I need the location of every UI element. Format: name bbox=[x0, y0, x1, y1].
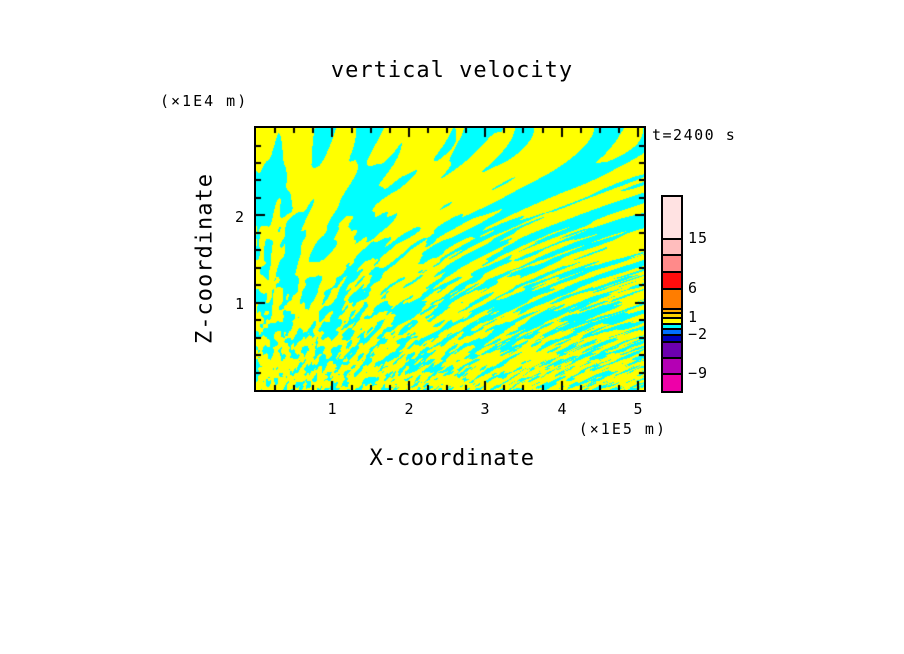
colorbar-segment bbox=[663, 312, 681, 317]
colorbar-segment bbox=[663, 328, 681, 334]
colorbar-segment bbox=[663, 254, 681, 271]
colorbar-segment bbox=[663, 334, 681, 341]
x-axis-units-label: (×1E5 m) bbox=[578, 420, 667, 438]
colorbar-segment bbox=[663, 197, 681, 238]
colorbar-segment bbox=[663, 238, 681, 254]
colorbar-label: 15 bbox=[688, 229, 709, 247]
colorbar-segment bbox=[663, 357, 681, 373]
colorbar-segment bbox=[663, 373, 681, 391]
colorbar-segment bbox=[663, 323, 681, 328]
x-tick-label-1: 1 bbox=[327, 400, 337, 418]
colorbar-label: 1 bbox=[688, 308, 699, 326]
colorbar-segment bbox=[663, 317, 681, 323]
x-tick-label-2: 2 bbox=[404, 400, 414, 418]
colorbar-segment bbox=[663, 288, 681, 308]
colorbar-segment bbox=[663, 271, 681, 288]
colorbar-segment bbox=[663, 341, 681, 357]
chart-title: vertical velocity bbox=[330, 58, 574, 83]
x-tick-label-4: 4 bbox=[557, 400, 567, 418]
x-tick-label-3: 3 bbox=[480, 400, 490, 418]
colorbar-segment bbox=[663, 308, 681, 312]
x-tick-label-5: 5 bbox=[633, 400, 643, 418]
field-canvas bbox=[256, 128, 644, 390]
colorbar-label: −9 bbox=[688, 364, 709, 382]
colorbar bbox=[661, 195, 683, 393]
z-tick-label-2: 2 bbox=[234, 208, 244, 226]
x-axis-title: X-coordinate bbox=[369, 446, 535, 471]
colorbar-label: −2 bbox=[688, 325, 709, 343]
plot-area bbox=[254, 126, 646, 392]
time-annotation: t=2400 s bbox=[652, 126, 737, 144]
z-axis-units-label: (×1E4 m) bbox=[160, 92, 249, 110]
colorbar-label: 6 bbox=[688, 279, 699, 297]
z-tick-label-1: 1 bbox=[234, 295, 244, 313]
z-axis-title: Z-coordinate bbox=[192, 173, 218, 345]
